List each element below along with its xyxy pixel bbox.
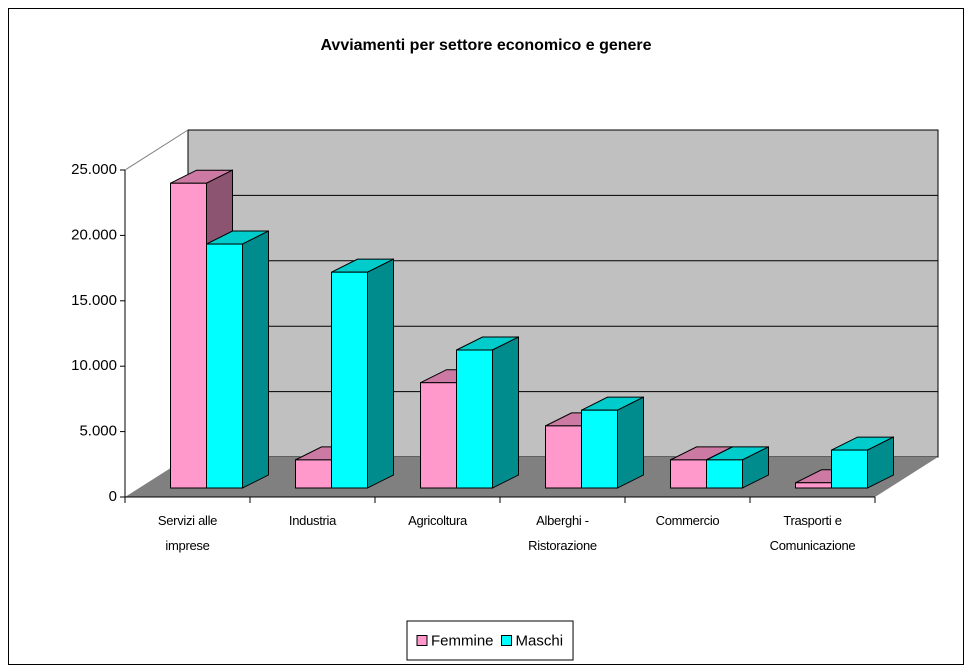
legend: Femmine Maschi [406,620,574,661]
bar [331,258,394,489]
bar-front [581,409,618,489]
y-tick-label: 20.000 [71,226,117,243]
bar-front [545,425,582,489]
bar [706,446,769,489]
bar-side [617,396,644,489]
y-tick-label: 0 [109,488,117,505]
bar-front [670,459,707,489]
x-tick-label: Trasporti e Comunicazione [770,513,856,553]
legend-swatch [416,635,428,646]
bar-side [492,336,519,489]
back-wall [187,129,939,458]
legend-label: Maschi [516,632,564,649]
bar-front [706,459,743,489]
bar [831,436,894,489]
y-tick-label: 10.000 [71,357,117,374]
bar-front [795,482,832,489]
y-tick-label: 5.000 [79,423,117,440]
legend-box [406,620,574,661]
x-tick-label: Commercio [656,513,720,528]
chart-title: Avviamenti per settore economico e gener… [320,37,651,54]
x-tick-label: Industria [289,513,337,528]
left-wall-edge [124,129,189,171]
bar-side [242,230,269,489]
bar-front [295,459,332,489]
bar [581,396,644,489]
bar [456,336,519,489]
x-tick-label: Servizi alle imprese [158,513,217,553]
legend-label: Femmine [431,632,494,649]
legend-swatch [501,635,513,646]
bar-front [831,449,868,489]
bar-side [367,258,394,489]
bar [206,230,269,489]
y-tick-label: 25.000 [71,161,117,178]
bar-front [420,382,457,489]
bar-front [170,182,207,489]
x-tick-label: Alberghi -Ristorazione [528,513,597,553]
bar-front [456,349,493,489]
bar-front [206,243,243,489]
x-tick-label: Agricoltura [408,513,468,528]
y-tick-label: 15.000 [71,292,117,309]
bar-front [331,271,368,489]
